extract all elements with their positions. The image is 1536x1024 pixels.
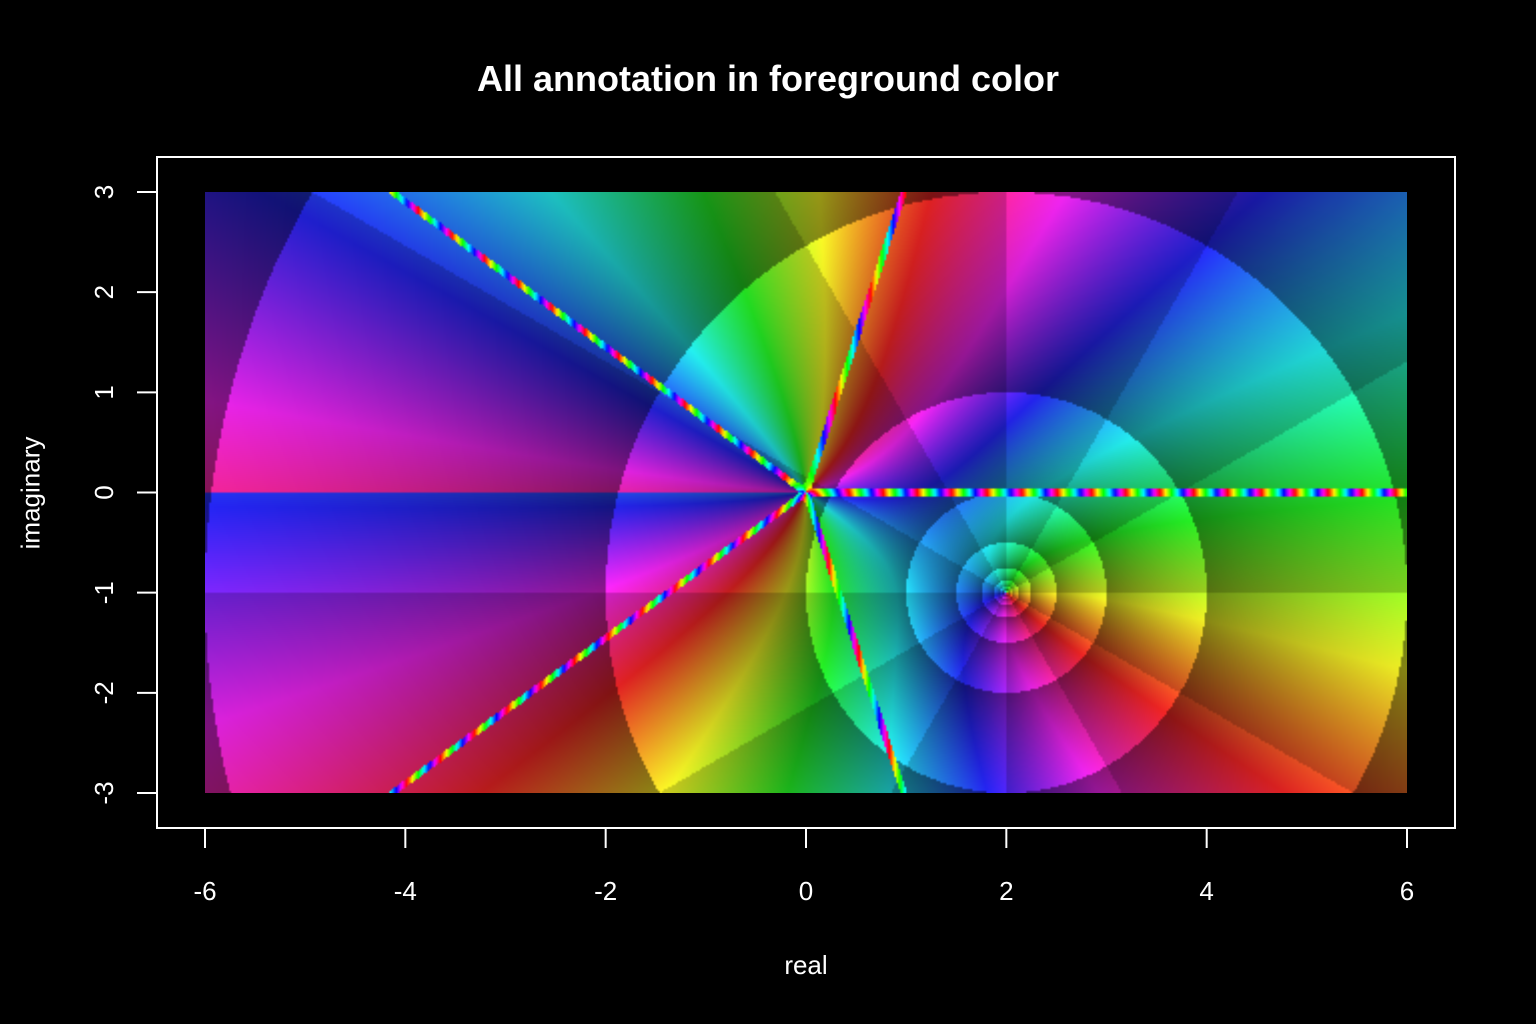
x-tick-label: -2 <box>594 876 617 906</box>
x-axis-label: real <box>784 950 828 980</box>
x-tick-label: 0 <box>799 876 813 906</box>
y-tick-label: -1 <box>89 581 119 604</box>
x-tick-label: 2 <box>999 876 1013 906</box>
x-axis: -6 -4 -2 0 2 4 6 <box>193 827 1414 906</box>
x-tick-label: -4 <box>394 876 417 906</box>
chart-title: All annotation in foreground color <box>477 58 1059 99</box>
x-tick-label: -6 <box>193 876 216 906</box>
y-tick-label: -2 <box>89 681 119 704</box>
domain-coloring-raster <box>205 192 1407 793</box>
x-tick-label: 6 <box>1400 876 1414 906</box>
y-tick-label: 3 <box>89 185 119 199</box>
y-tick-label: -3 <box>89 781 119 804</box>
y-tick-label: 2 <box>89 285 119 299</box>
y-axis-label: imaginary <box>15 436 46 550</box>
y-tick-label: 0 <box>89 485 119 499</box>
y-tick-label: 1 <box>89 385 119 399</box>
x-tick-label: 4 <box>1199 876 1213 906</box>
y-axis: -3 -2 -1 0 1 2 3 <box>89 185 158 805</box>
